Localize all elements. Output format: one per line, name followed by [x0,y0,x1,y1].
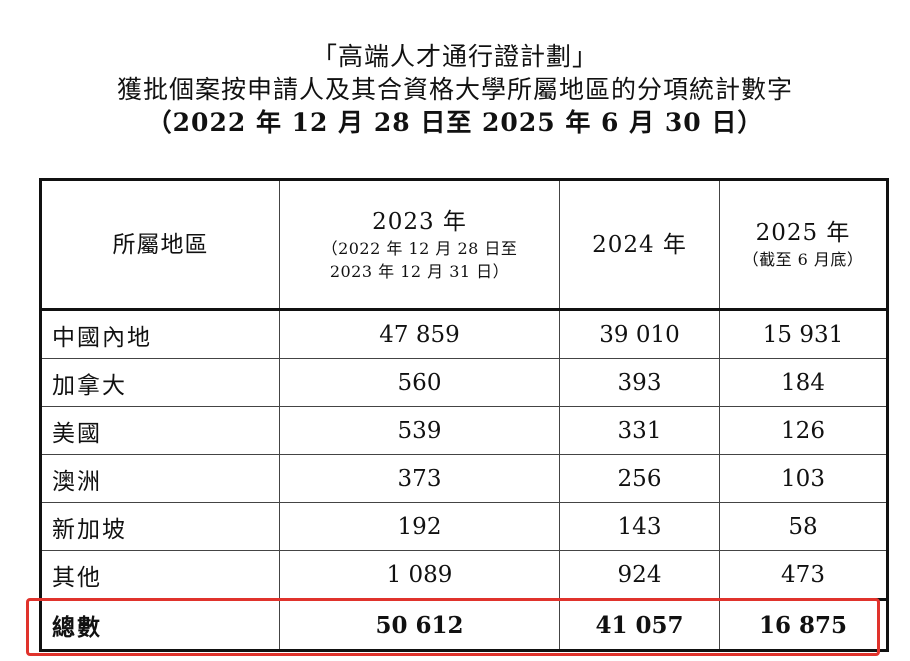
cell-2023: 373 [279,454,560,503]
table-row: 中國內地 47 859 39 010 15 931 [39,309,889,359]
cell-region: 其他 [39,550,280,600]
cell-2024: 39 010 [559,309,720,359]
table-row: 澳洲 373 256 103 [39,454,889,503]
header-2025-label: 2025 年 [755,220,851,246]
cell-2025: 473 [719,550,889,600]
cell-region: 新加坡 [39,502,280,551]
cell-region: 澳洲 [39,454,280,503]
total-2023: 50 612 [279,598,560,652]
header-region-label: 所屬地區 [112,231,209,258]
cell-region: 美國 [39,406,280,455]
cell-region: 中國內地 [39,309,280,359]
table-row: 美國 539 331 126 [39,406,889,455]
header-2025-note: （截至 6 月底） [742,250,864,269]
total-label: 總數 [39,598,280,652]
header-2024-label: 2024 年 [592,231,687,258]
cell-2024: 143 [559,502,720,551]
header-region: 所屬地區 [39,178,280,311]
cell-2025: 103 [719,454,889,503]
header-2023: 2023 年 （2022 年 12 月 28 日至 2023 年 12 月 31… [279,178,560,311]
header-2023-note-1: （2022 年 12 月 28 日至 [321,238,518,258]
header-2023-label: 2023 年 [372,208,467,235]
cell-2024: 924 [559,550,720,600]
table-row: 新加坡 192 143 58 [39,502,889,551]
cell-2023: 192 [279,502,560,551]
total-2025: 16 875 [719,598,889,652]
cell-2025: 126 [719,406,889,455]
cell-2025: 184 [719,358,889,407]
header-2025: 2025 年 （截至 6 月底） [719,178,889,311]
cell-2023: 539 [279,406,560,455]
total-2024: 41 057 [559,598,720,652]
cell-2023: 1 089 [279,550,560,600]
table-header-row: 所屬地區 2023 年 （2022 年 12 月 28 日至 2023 年 12… [39,178,889,311]
cell-2024: 256 [559,454,720,503]
document-title-block: 「高端人才通行證計劃」 獲批個案按申請人及其合資格大學所屬地區的分項統計數字 （… [0,40,910,139]
table-row: 其他 1 089 924 473 [39,550,889,600]
cell-2025: 15 931 [719,309,889,359]
cell-2024: 393 [559,358,720,407]
title-description: 獲批個案按申請人及其合資格大學所屬地區的分項統計數字 [116,75,793,104]
table-row: 加拿大 560 393 184 [39,358,889,407]
cell-2023: 560 [279,358,560,407]
header-2024: 2024 年 [559,178,720,311]
cell-2023: 47 859 [279,309,560,359]
title-date-range: （2022 年 12 月 28 日至 2025 年 6 月 30 日） [146,108,764,137]
cell-2025: 58 [719,502,889,551]
cell-region: 加拿大 [39,358,280,407]
header-2023-note-2: 2023 年 12 月 31 日） [329,261,510,281]
statistics-table: 所屬地區 2023 年 （2022 年 12 月 28 日至 2023 年 12… [39,178,889,652]
cell-2024: 331 [559,406,720,455]
title-scheme-name: 「高端人才通行證計劃」 [311,42,598,71]
table-total-row: 總數 50 612 41 057 16 875 [39,598,889,652]
